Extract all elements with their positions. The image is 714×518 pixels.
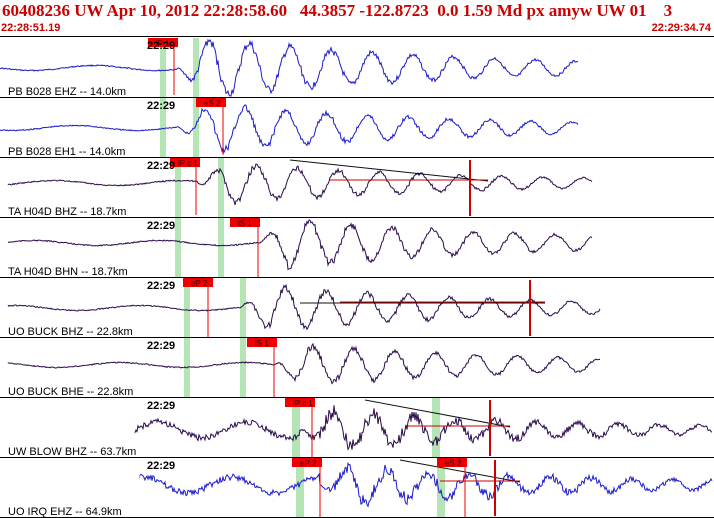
station-label: TA H04D BHZ -- 18.7km [8, 206, 126, 218]
trace-panel[interactable]: iP c 122:29 TA H04D BHZ -- 18.7km [0, 158, 714, 218]
seismic-waveform [0, 220, 592, 269]
phase-pick-flag[interactable] [148, 38, 178, 47]
trace-panel[interactable]: iP c 1 22:29 UW BLOW BHZ -- 63.7km [0, 398, 714, 458]
phase-pick-label: eP 2 [191, 279, 208, 288]
phase-pick-label: iS 1 [238, 219, 252, 228]
time-tick-label: 22:29 [147, 460, 175, 472]
phase-pick-flag[interactable] [285, 398, 315, 407]
time-window-marker [218, 218, 224, 278]
phase-pick-label: iP 1 [156, 39, 170, 48]
seismic-waveform [0, 164, 592, 205]
phase-pick-label: eP 2 [300, 459, 317, 468]
phase-pick-flag[interactable] [196, 98, 226, 107]
phase-pick-label: iP c 1 [178, 159, 198, 168]
time-tick-label: 22:29 [147, 100, 175, 112]
time-window-marker [193, 38, 199, 98]
time-window-marker [184, 278, 190, 338]
station-label: UO BUCK BHZ -- 22.8km [8, 326, 133, 338]
header-divider [0, 36, 714, 37]
time-tick-label: 22:29 [147, 400, 175, 412]
trace-panel[interactable]: iP 122:29 PB B028 EHZ -- 14.0km [0, 38, 714, 98]
trace-panel[interactable]: iS 1 22:29 TA H04D BHN -- 18.7km [0, 218, 714, 278]
time-window-marker [218, 158, 224, 218]
time-window-marker [160, 38, 166, 98]
time-tick-label: 22:29 [147, 280, 175, 292]
seismic-waveform [0, 285, 600, 329]
phase-pick-label: eS 2 [204, 99, 221, 108]
seismic-waveform [0, 344, 600, 384]
time-window-marker [240, 338, 246, 398]
seismic-waveform [0, 105, 578, 152]
phase-pick-flag[interactable] [292, 458, 322, 467]
station-label: UO BUCK BHE -- 22.8km [8, 386, 133, 398]
phase-pick-flag[interactable] [247, 338, 277, 347]
coda-fit-line [399, 459, 521, 483]
station-label: TA H04D BHN -- 18.7km [8, 266, 128, 278]
phase-pick-flag[interactable] [437, 458, 467, 467]
window-end-time: 22:29:34.74 [651, 22, 711, 34]
coda-fit-line [364, 399, 511, 428]
trace-panel[interactable]: iS 1 22:29 UO BUCK BHE -- 22.8km [0, 338, 714, 398]
window-start-time: 22:28:51.19 [1, 22, 61, 34]
seismic-waveform [0, 405, 712, 450]
trace-panel[interactable]: eP 2 eS 2 22:29 UO IRQ EHZ -- 64.9km [0, 458, 714, 518]
time-window-marker [292, 398, 300, 458]
station-label: PB B028 EHZ -- 14.0km [8, 86, 126, 98]
time-window-marker [432, 398, 440, 458]
time-tick-label: 22:29 [147, 160, 175, 172]
phase-pick-flag[interactable] [230, 218, 260, 227]
time-tick-label: 22:29 [147, 40, 175, 52]
phase-pick-label: iS 1 [255, 339, 269, 348]
phase-pick-label: iP c 1 [293, 399, 313, 408]
time-tick-label: 22:29 [147, 340, 175, 352]
phase-pick-flag[interactable] [170, 158, 200, 167]
seismic-waveform [0, 463, 712, 506]
time-tick-label: 22:29 [147, 220, 175, 232]
time-window-marker [175, 158, 181, 218]
station-label: PB B028 EH1 -- 14.0km [8, 146, 125, 158]
coda-fit-line [289, 159, 489, 182]
time-window-marker [437, 458, 445, 518]
phase-pick-flag[interactable] [183, 278, 213, 287]
station-label: UW BLOW BHZ -- 63.7km [8, 446, 136, 458]
time-window-marker [175, 218, 181, 278]
time-window-marker [193, 98, 199, 158]
phase-pick-label: eS 2 [445, 459, 462, 468]
event-title: 60408236 UW Apr 10, 2012 22:28:58.60 44.… [2, 1, 673, 20]
seismic-waveform [0, 40, 578, 96]
event-header: 60408236 UW Apr 10, 2012 22:28:58.60 44.… [0, 0, 714, 38]
trace-panel[interactable]: eP 2 22:29 UO BUCK BHZ -- 22.8km [0, 278, 714, 338]
time-window-marker [240, 278, 246, 338]
time-window-marker [296, 458, 304, 518]
station-label: UO IRQ EHZ -- 64.9km [8, 506, 122, 518]
trace-panel[interactable]: eS 2 22:29 PB B028 EH1 -- 14.0km [0, 98, 714, 158]
